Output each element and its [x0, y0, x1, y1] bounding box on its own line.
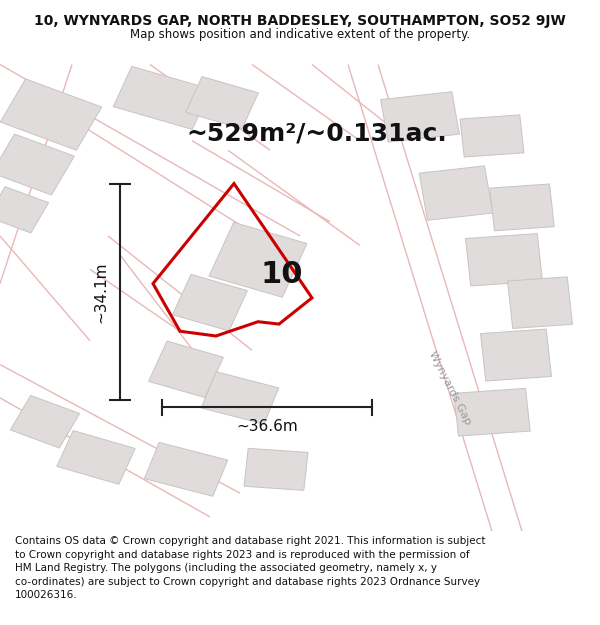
Polygon shape: [460, 115, 524, 157]
Polygon shape: [0, 134, 74, 195]
Polygon shape: [508, 277, 572, 329]
Polygon shape: [149, 341, 223, 398]
Text: Map shows position and indicative extent of the property.: Map shows position and indicative extent…: [130, 28, 470, 41]
Polygon shape: [185, 77, 259, 129]
Polygon shape: [481, 329, 551, 381]
Text: ~529m²/~0.131ac.: ~529m²/~0.131ac.: [186, 121, 447, 146]
Polygon shape: [57, 431, 135, 484]
Text: 10: 10: [261, 259, 303, 289]
Polygon shape: [173, 274, 247, 331]
Text: ~34.1m: ~34.1m: [93, 261, 108, 322]
Polygon shape: [466, 234, 542, 286]
Polygon shape: [10, 396, 80, 448]
Polygon shape: [145, 442, 227, 496]
Text: Contains OS data © Crown copyright and database right 2021. This information is : Contains OS data © Crown copyright and d…: [15, 536, 485, 601]
Polygon shape: [454, 388, 530, 436]
Polygon shape: [201, 372, 279, 424]
Text: ~36.6m: ~36.6m: [236, 419, 298, 434]
Text: 10, WYNYARDS GAP, NORTH BADDESLEY, SOUTHAMPTON, SO52 9JW: 10, WYNYARDS GAP, NORTH BADDESLEY, SOUTH…: [34, 14, 566, 28]
Polygon shape: [0, 187, 49, 233]
Polygon shape: [244, 448, 308, 491]
Polygon shape: [209, 222, 307, 298]
Polygon shape: [113, 66, 211, 129]
Polygon shape: [419, 166, 493, 221]
Polygon shape: [380, 92, 460, 142]
Polygon shape: [0, 79, 102, 150]
Polygon shape: [490, 184, 554, 231]
Text: Wynyards Gap: Wynyards Gap: [427, 350, 473, 427]
